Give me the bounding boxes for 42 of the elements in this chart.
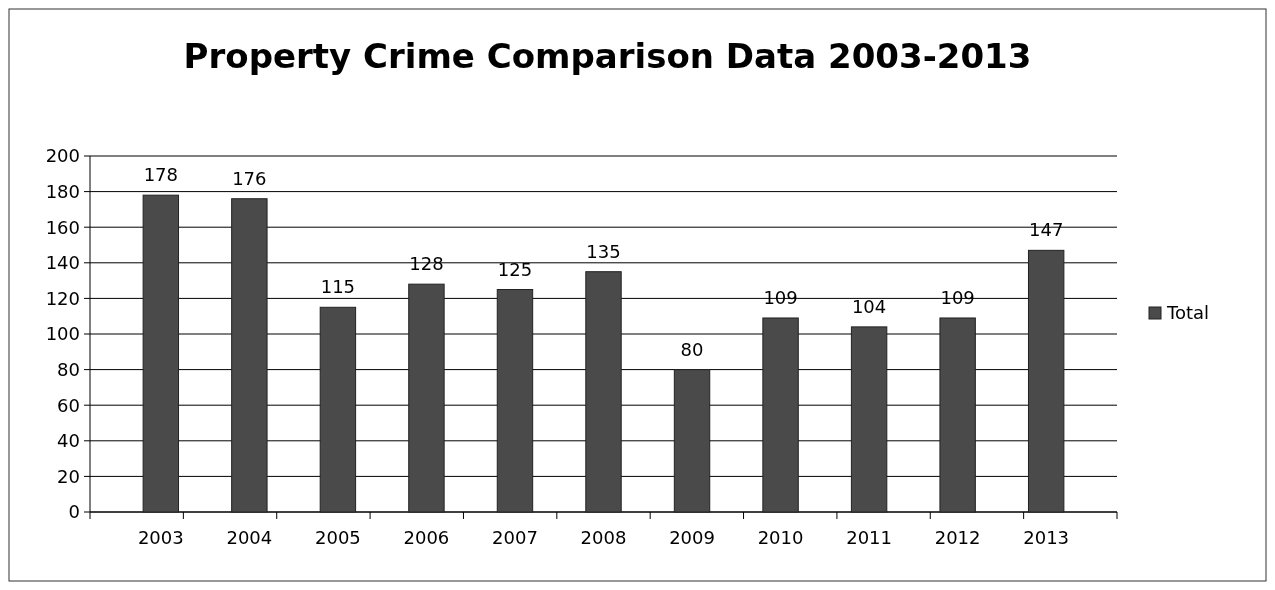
x-tick-label: 2011 <box>846 527 893 548</box>
bar <box>231 198 268 513</box>
y-tick-label: 60 <box>57 394 80 416</box>
x-tick-label: 2010 <box>757 527 804 548</box>
bar <box>673 369 711 513</box>
data-label: 115 <box>320 276 356 298</box>
y-tick-label: 100 <box>45 323 80 345</box>
bar <box>585 271 622 513</box>
x-tick-label: 2003 <box>137 527 184 548</box>
y-tick-label: 80 <box>57 358 80 380</box>
x-tick-label: 2006 <box>403 527 450 548</box>
y-tick-label: 120 <box>45 287 80 309</box>
data-label: 135 <box>586 240 621 262</box>
x-tick-label: 2013 <box>1023 527 1070 548</box>
x-tick-label: 2005 <box>314 527 361 548</box>
data-label: 80 <box>680 338 704 360</box>
x-tick-label: 2008 <box>580 527 627 548</box>
data-label: 125 <box>497 258 533 280</box>
legend-label: Total <box>1166 302 1210 324</box>
x-tick-label: 2012 <box>934 527 981 548</box>
bar <box>1027 249 1065 513</box>
data-label: 104 <box>851 295 887 317</box>
x-tick-label: 2007 <box>492 527 538 548</box>
bar <box>939 317 976 513</box>
bar <box>408 283 445 513</box>
y-tick-label: 200 <box>45 145 80 167</box>
bar <box>762 317 799 513</box>
bar <box>496 289 534 513</box>
data-label: 178 <box>143 164 179 186</box>
y-tick-label: 20 <box>57 465 80 487</box>
y-tick-label: 160 <box>45 216 80 238</box>
bar <box>319 306 357 513</box>
chart-title: Property Crime Comparison Data 2003-2013 <box>183 36 1032 76</box>
data-label: 176 <box>232 167 267 189</box>
x-tick-label: 2009 <box>669 527 715 548</box>
bar <box>850 326 888 513</box>
bar <box>142 194 180 513</box>
y-tick-label: 180 <box>45 180 80 202</box>
y-tick-label: 140 <box>45 252 80 274</box>
y-tick-label: 0 <box>68 501 80 523</box>
x-tick-label: 2004 <box>226 527 273 548</box>
y-tick-label: 40 <box>57 430 80 452</box>
